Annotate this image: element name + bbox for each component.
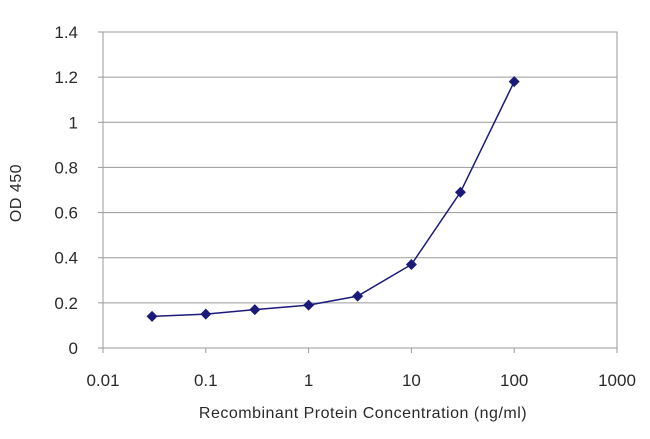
x-tick-label: 0.01 (86, 371, 119, 390)
data-point (249, 304, 261, 316)
y-tick-label: 0.6 (54, 204, 78, 223)
data-point (508, 76, 520, 88)
x-tick-label: 0.1 (194, 371, 218, 390)
x-axis-ticks: 0.01 0.1 1 10 100 1000 (86, 348, 636, 390)
y-tick-label: 1 (69, 113, 78, 132)
y-tick-label: 0.4 (54, 249, 78, 268)
y-tick-label: 0.8 (54, 158, 78, 177)
data-point (303, 299, 315, 311)
data-point (200, 308, 212, 320)
x-tick-label: 10 (402, 371, 421, 390)
plot-area-frame (102, 31, 618, 349)
data-point (146, 310, 158, 322)
y-axis-label: OD 450 (8, 164, 25, 222)
y-tick-label: 0.2 (54, 294, 78, 313)
y-tick-label: 1.4 (54, 23, 78, 42)
y-axis-ticks: 0 0.2 0.4 0.6 0.8 1 1.2 1.4 (54, 23, 103, 358)
x-axis-label: Recombinant Protein Concentration (ng/ml… (199, 405, 527, 422)
grid-layer (103, 76, 617, 304)
x-tick-label: 1000 (598, 371, 636, 390)
x-tick-label: 100 (500, 371, 528, 390)
y-tick-label: 1.2 (54, 68, 78, 87)
series-line (151, 81, 515, 318)
data-point (405, 258, 417, 270)
y-tick-label: 0 (69, 339, 78, 358)
data-point (454, 186, 466, 198)
data-point (352, 290, 364, 302)
x-tick-label: 1 (304, 371, 313, 390)
series-layer (146, 76, 520, 322)
